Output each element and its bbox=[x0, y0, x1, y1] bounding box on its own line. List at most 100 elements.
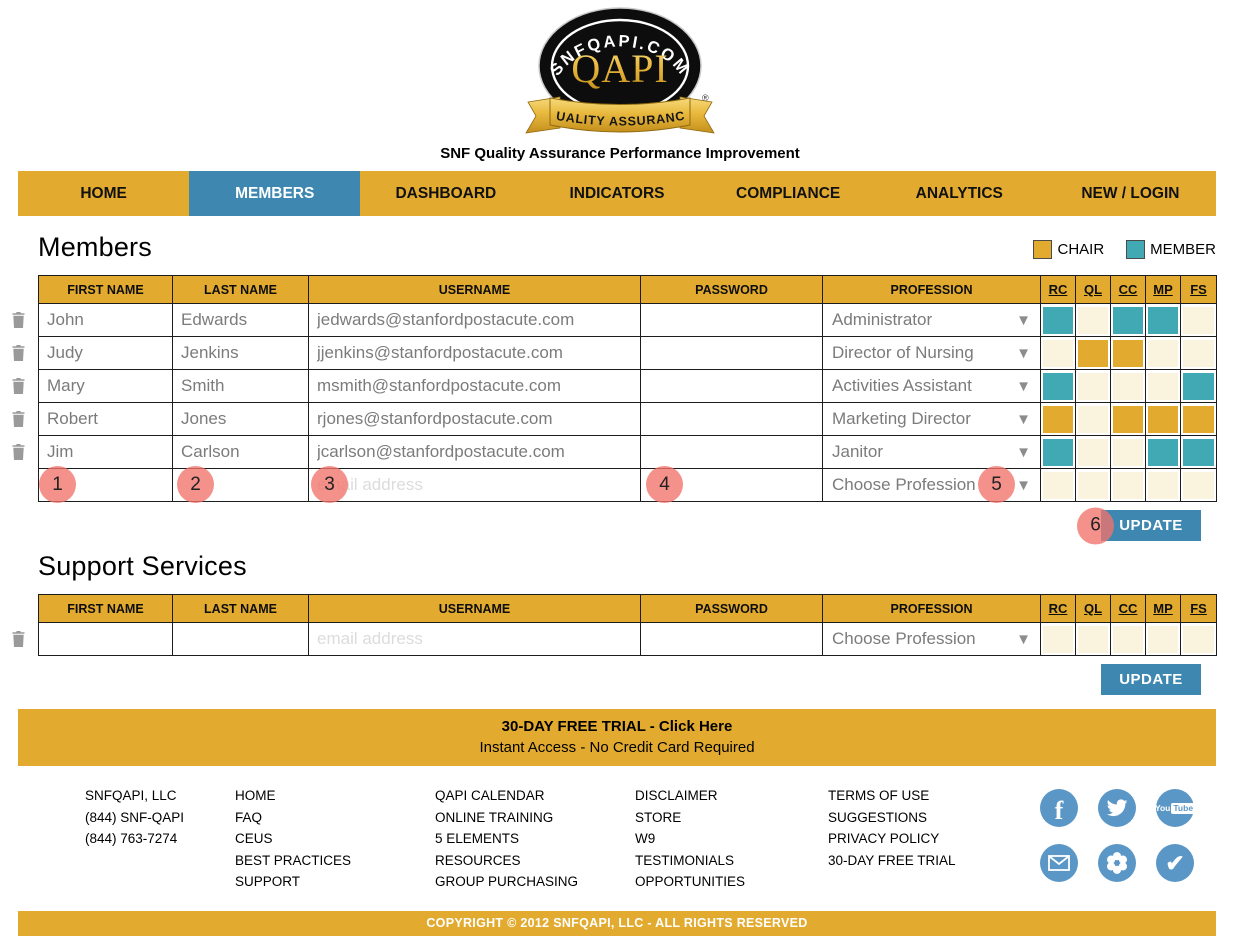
footer-link[interactable]: QAPI CALENDAR bbox=[435, 788, 545, 803]
footer-link[interactable]: FAQ bbox=[235, 809, 263, 825]
role-toggle-mp[interactable] bbox=[1145, 402, 1181, 436]
footer-link[interactable]: DISCLAIMER bbox=[635, 788, 718, 803]
role-toggle-cc[interactable] bbox=[1110, 303, 1146, 337]
delete-row-button[interactable] bbox=[12, 312, 25, 328]
free-trial-link[interactable]: 30-DAY FREE TRIAL - Click Here bbox=[501, 718, 733, 735]
delete-row-button[interactable] bbox=[12, 411, 25, 427]
last-name-input[interactable] bbox=[173, 304, 308, 336]
new-password-input[interactable] bbox=[641, 623, 822, 655]
role-toggle-ql[interactable] bbox=[1075, 369, 1111, 403]
role-toggle-rc[interactable] bbox=[1040, 402, 1076, 436]
new-first-name-input[interactable] bbox=[39, 623, 172, 655]
role-toggle-ql[interactable] bbox=[1075, 468, 1111, 502]
role-column-link-cc[interactable]: CC bbox=[1110, 594, 1146, 623]
footer-link[interactable]: CEUS bbox=[235, 831, 273, 846]
role-toggle-rc[interactable] bbox=[1040, 435, 1076, 469]
first-name-input[interactable] bbox=[39, 304, 172, 336]
username-input[interactable] bbox=[309, 337, 640, 369]
role-toggle-rc[interactable] bbox=[1040, 303, 1076, 337]
role-column-link-mp[interactable]: MP bbox=[1145, 594, 1181, 623]
profession-select[interactable]: Administrator ▼ bbox=[822, 303, 1041, 337]
delete-row-button[interactable] bbox=[12, 378, 25, 394]
username-input[interactable] bbox=[309, 370, 640, 402]
role-toggle-fs[interactable] bbox=[1180, 369, 1217, 403]
footer-link[interactable]: SUPPORT bbox=[235, 874, 301, 889]
role-toggle-cc[interactable] bbox=[1110, 622, 1146, 656]
youtube-icon[interactable]: You Tube bbox=[1155, 789, 1196, 827]
role-toggle-fs[interactable] bbox=[1180, 402, 1217, 436]
profession-select[interactable]: Marketing Director ▼ bbox=[822, 402, 1041, 436]
role-toggle-cc[interactable] bbox=[1110, 402, 1146, 436]
role-toggle-mp[interactable] bbox=[1145, 468, 1181, 502]
footer-link[interactable]: STORE bbox=[635, 809, 682, 825]
flower-icon[interactable] bbox=[1098, 844, 1136, 882]
last-name-input[interactable] bbox=[173, 337, 308, 369]
footer-link[interactable]: TESTIMONIALS bbox=[635, 852, 735, 868]
role-toggle-rc[interactable] bbox=[1040, 468, 1076, 502]
role-toggle-cc[interactable] bbox=[1110, 468, 1146, 502]
role-toggle-cc[interactable] bbox=[1110, 435, 1146, 469]
password-input[interactable] bbox=[641, 370, 822, 402]
new-last-name-input[interactable] bbox=[173, 623, 308, 655]
footer-link[interactable]: RESOURCES bbox=[435, 852, 521, 868]
role-toggle-ql[interactable] bbox=[1075, 435, 1111, 469]
footer-link[interactable]: W9 bbox=[635, 831, 656, 846]
delete-row-button[interactable] bbox=[12, 631, 25, 647]
role-toggle-fs[interactable] bbox=[1180, 468, 1217, 502]
footer-link[interactable]: GROUP PURCHASING bbox=[435, 874, 579, 889]
role-toggle-mp[interactable] bbox=[1145, 336, 1181, 370]
role-column-link-ql[interactable]: QL bbox=[1075, 594, 1111, 623]
nav-members[interactable]: MEMBERS bbox=[189, 171, 361, 216]
email-icon[interactable] bbox=[1040, 844, 1078, 882]
role-toggle-fs[interactable] bbox=[1180, 303, 1217, 337]
username-input[interactable] bbox=[309, 436, 640, 468]
role-toggle-mp[interactable] bbox=[1145, 622, 1181, 656]
support-update-button[interactable]: UPDATE bbox=[1101, 664, 1201, 695]
password-input[interactable] bbox=[641, 337, 822, 369]
nav-analytics[interactable]: ANALYTICS bbox=[915, 184, 1003, 202]
role-toggle-fs[interactable] bbox=[1180, 622, 1217, 656]
password-input[interactable] bbox=[641, 436, 822, 468]
last-name-input[interactable] bbox=[173, 370, 308, 402]
footer-link[interactable]: BEST PRACTICES bbox=[235, 852, 352, 868]
role-column-link-rc[interactable]: RC bbox=[1040, 275, 1076, 304]
profession-select[interactable]: Janitor ▼ bbox=[822, 435, 1041, 469]
role-column-link-mp[interactable]: MP bbox=[1145, 275, 1181, 304]
role-column-link-ql[interactable]: QL bbox=[1075, 275, 1111, 304]
footer-link[interactable]: HOME bbox=[235, 788, 276, 803]
role-toggle-ql[interactable] bbox=[1075, 336, 1111, 370]
new-profession-select[interactable]: Choose Profession ▼ bbox=[822, 622, 1041, 656]
role-toggle-mp[interactable] bbox=[1145, 303, 1181, 337]
footer-link[interactable]: PRIVACY POLICY bbox=[828, 831, 940, 846]
nav-home[interactable]: HOME bbox=[80, 184, 127, 202]
role-toggle-cc[interactable] bbox=[1110, 369, 1146, 403]
role-column-link-fs[interactable]: FS bbox=[1180, 594, 1217, 623]
last-name-input[interactable] bbox=[173, 436, 308, 468]
last-name-input[interactable] bbox=[173, 403, 308, 435]
footer-link[interactable]: SUGGESTIONS bbox=[828, 809, 928, 825]
password-input[interactable] bbox=[641, 304, 822, 336]
role-toggle-cc[interactable] bbox=[1110, 336, 1146, 370]
delete-row-button[interactable] bbox=[12, 345, 25, 361]
username-input[interactable] bbox=[309, 304, 640, 336]
footer-link[interactable]: 5 ELEMENTS bbox=[435, 831, 520, 846]
delete-row-button[interactable] bbox=[12, 444, 25, 460]
role-toggle-rc[interactable] bbox=[1040, 622, 1076, 656]
nav-compliance[interactable]: COMPLIANCE bbox=[736, 184, 841, 202]
role-toggle-ql[interactable] bbox=[1075, 622, 1111, 656]
first-name-input[interactable] bbox=[39, 337, 172, 369]
checkmark-icon[interactable]: ✔ bbox=[1156, 844, 1194, 882]
role-toggle-ql[interactable] bbox=[1075, 303, 1111, 337]
role-column-link-fs[interactable]: FS bbox=[1180, 275, 1217, 304]
new-username-input[interactable] bbox=[309, 623, 640, 655]
facebook-icon[interactable]: f bbox=[1040, 789, 1078, 827]
twitter-icon[interactable] bbox=[1098, 789, 1136, 827]
role-column-link-rc[interactable]: RC bbox=[1040, 594, 1076, 623]
role-column-link-cc[interactable]: CC bbox=[1110, 275, 1146, 304]
nav-new-login[interactable]: NEW / LOGIN bbox=[1081, 184, 1180, 202]
username-input[interactable] bbox=[309, 403, 640, 435]
first-name-input[interactable] bbox=[39, 436, 172, 468]
footer-link[interactable]: TERMS OF USE bbox=[828, 788, 930, 803]
footer-link[interactable]: 30-DAY FREE TRIAL bbox=[828, 852, 956, 868]
role-toggle-rc[interactable] bbox=[1040, 369, 1076, 403]
